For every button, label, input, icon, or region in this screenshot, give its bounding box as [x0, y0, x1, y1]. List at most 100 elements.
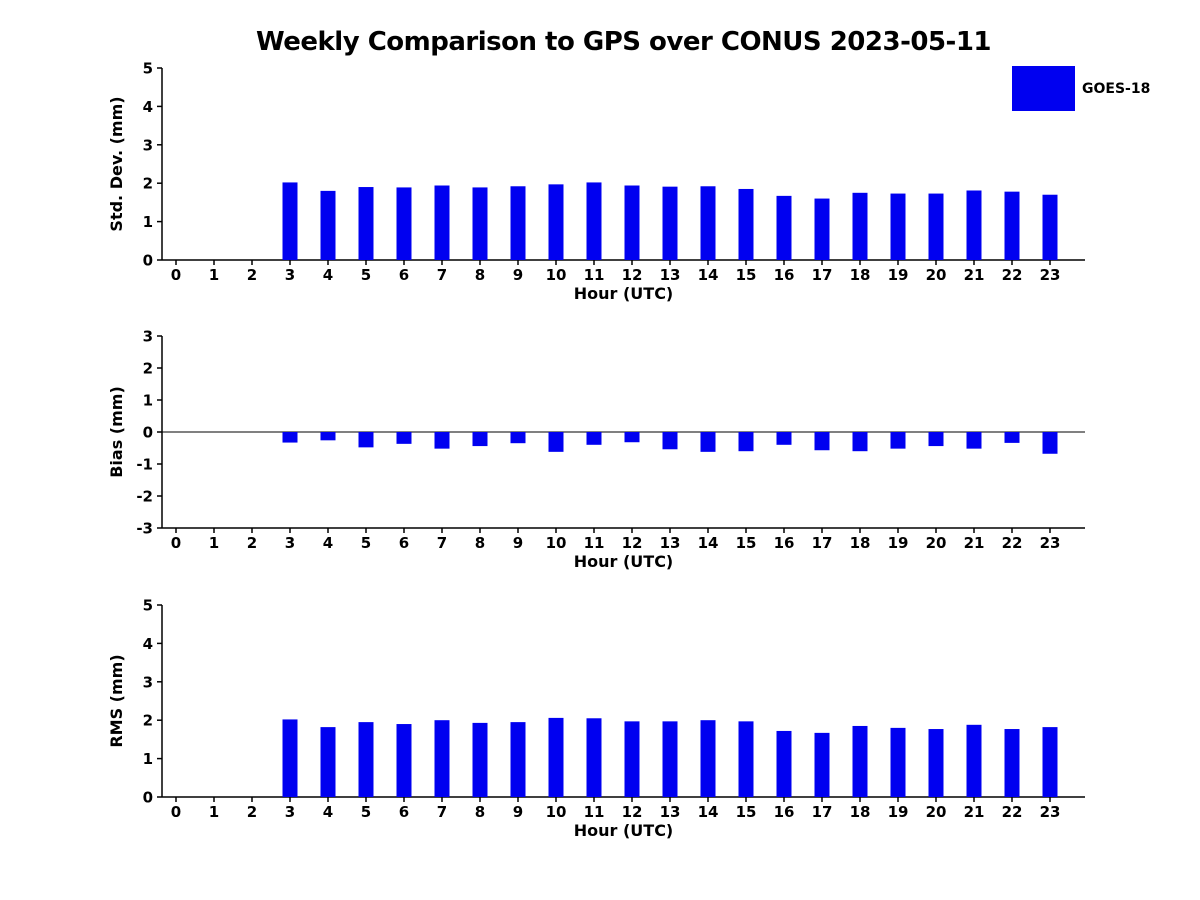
- bar-hour-13: [662, 432, 678, 450]
- bar-hour-11: [586, 718, 602, 797]
- x-tick-label: 7: [437, 534, 447, 552]
- bar-hour-4: [320, 190, 336, 260]
- x-tick-label: 1: [209, 266, 219, 284]
- bar-hour-9: [510, 722, 526, 797]
- x-tick-label: 16: [774, 266, 795, 284]
- y-axis-label-rms: RMS (mm): [107, 654, 126, 748]
- bar-hour-17: [814, 432, 830, 451]
- x-tick-label: 0: [171, 534, 181, 552]
- y-axis-label-bias: Bias (mm): [107, 386, 126, 478]
- bar-hour-23: [1042, 194, 1058, 260]
- x-tick-label: 21: [964, 534, 985, 552]
- bar-hour-6: [396, 432, 412, 444]
- bar-hour-17: [814, 732, 830, 797]
- x-tick-label: 11: [584, 534, 605, 552]
- bar-hour-19: [890, 727, 906, 797]
- legend-swatch-goes18: [1012, 66, 1075, 111]
- bar-hour-8: [472, 722, 488, 797]
- x-tick-label: 21: [964, 803, 985, 821]
- x-tick-label: 8: [475, 534, 485, 552]
- bar-hour-20: [928, 729, 944, 797]
- x-tick-label: 1: [209, 803, 219, 821]
- bar-hour-22: [1004, 191, 1020, 260]
- bar-hour-14: [700, 432, 716, 452]
- x-tick-label: 15: [736, 266, 757, 284]
- bar-hour-14: [700, 720, 716, 797]
- y-tick-label: 3: [143, 673, 153, 691]
- x-tick-label: 4: [323, 534, 333, 552]
- legend-label: GOES-18: [1082, 80, 1151, 97]
- y-tick-label: 4: [143, 635, 153, 653]
- bar-hour-4: [320, 727, 336, 797]
- x-tick-label: 17: [812, 803, 833, 821]
- x-tick-label: 18: [850, 803, 871, 821]
- bar-hour-12: [624, 432, 640, 443]
- x-tick-label: 6: [399, 803, 409, 821]
- bar-hour-11: [586, 182, 602, 260]
- y-axis-label-stddev: Std. Dev. (mm): [107, 96, 126, 232]
- x-tick-label: 5: [361, 803, 371, 821]
- x-tick-label: 2: [247, 803, 257, 821]
- y-tick-label: 3: [143, 136, 153, 154]
- bar-hour-19: [890, 193, 906, 260]
- x-tick-label: 5: [361, 534, 371, 552]
- bar-hour-10: [548, 184, 564, 260]
- x-tick-label: 1: [209, 534, 219, 552]
- y-tick-label: 5: [143, 597, 153, 615]
- x-tick-label: 20: [926, 266, 947, 284]
- y-tick-label: 3: [143, 328, 153, 346]
- bar-hour-21: [966, 432, 982, 449]
- bar-hour-22: [1004, 432, 1020, 443]
- y-tick-label: 2: [143, 175, 153, 193]
- bar-hour-18: [852, 432, 868, 452]
- bar-hour-15: [738, 432, 754, 452]
- x-tick-label: 15: [736, 534, 757, 552]
- x-tick-label: 0: [171, 803, 181, 821]
- x-tick-label: 9: [513, 266, 523, 284]
- x-tick-label: 23: [1040, 803, 1061, 821]
- bar-hour-5: [358, 722, 374, 797]
- x-tick-label: 9: [513, 534, 523, 552]
- bar-hour-9: [510, 432, 526, 444]
- x-tick-label: 12: [622, 266, 643, 284]
- x-tick-label: 21: [964, 266, 985, 284]
- y-tick-label: 0: [143, 252, 153, 270]
- legend: GOES-18: [1012, 66, 1150, 111]
- x-tick-label: 12: [622, 803, 643, 821]
- x-axis-label-bottom: Hour (UTC): [573, 821, 674, 840]
- x-tick-label: 23: [1040, 266, 1061, 284]
- y-tick-label: 0: [143, 424, 153, 442]
- bar-hour-13: [662, 721, 678, 797]
- y-tick-label: 1: [143, 392, 153, 410]
- y-tick-label: 2: [143, 360, 153, 378]
- bar-hour-15: [738, 188, 754, 260]
- bar-hour-17: [814, 198, 830, 260]
- x-tick-label: 11: [584, 803, 605, 821]
- bar-hour-16: [776, 195, 792, 260]
- x-tick-label: 16: [774, 803, 795, 821]
- y-tick-label: -2: [136, 488, 153, 506]
- x-tick-label: 19: [888, 534, 909, 552]
- x-tick-label: 14: [698, 266, 719, 284]
- x-tick-label: 15: [736, 803, 757, 821]
- x-tick-label: 10: [546, 803, 567, 821]
- x-tick-label: 17: [812, 266, 833, 284]
- bar-hour-5: [358, 187, 374, 260]
- x-tick-label: 22: [1002, 266, 1023, 284]
- bar-hour-18: [852, 725, 868, 797]
- x-tick-label: 3: [285, 534, 295, 552]
- x-tick-label: 3: [285, 803, 295, 821]
- y-tick-label: 1: [143, 750, 153, 768]
- x-tick-label: 8: [475, 803, 485, 821]
- x-tick-label: 23: [1040, 534, 1061, 552]
- x-tick-label: 2: [247, 266, 257, 284]
- x-tick-label: 0: [171, 266, 181, 284]
- bar-hour-8: [472, 187, 488, 260]
- bar-hour-21: [966, 724, 982, 797]
- x-tick-label: 4: [323, 803, 333, 821]
- bar-hour-12: [624, 185, 640, 260]
- y-tick-label: 2: [143, 712, 153, 730]
- x-tick-label: 6: [399, 534, 409, 552]
